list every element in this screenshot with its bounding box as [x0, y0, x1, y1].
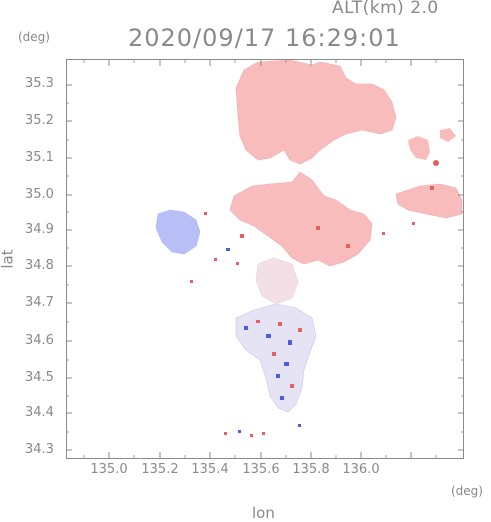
y-unit-label: (deg)	[18, 30, 50, 44]
x-tick-label: 135.6	[242, 462, 280, 477]
y-tick-label: 35.2	[25, 113, 54, 128]
echo-speckles	[190, 186, 434, 437]
x-axis-title: lon	[252, 504, 275, 522]
echo-region-central	[229, 171, 373, 267]
echo-region-east	[395, 183, 463, 219]
x-tick-label: 135.8	[292, 462, 330, 477]
echo-regions	[155, 59, 463, 437]
minor-tick-marks	[66, 60, 464, 458]
echo-region-north	[235, 59, 397, 165]
y-tick-label: 35.3	[25, 76, 54, 91]
echo-region-east-north	[408, 136, 430, 160]
echo-region-south	[235, 303, 317, 413]
y-tick-label: 34.3	[25, 442, 54, 457]
altitude-label: ALT(km) 2.0	[332, 0, 439, 18]
x-tick-label: 135.2	[141, 462, 179, 477]
timestamp-label: 2020/09/17 16:29:01	[128, 24, 401, 52]
y-tick-label: 35.1	[25, 150, 54, 165]
y-tick-label: 34.6	[25, 333, 54, 348]
y-tick-label: 34.8	[25, 258, 54, 273]
y-tick-label: 34.5	[25, 370, 54, 385]
echo-speck	[433, 160, 439, 166]
y-tick-label: 34.7	[25, 295, 54, 310]
plot-frame	[66, 59, 464, 459]
echo-region-east-north2	[440, 128, 456, 142]
echo-region-west	[155, 209, 201, 255]
x-tick-label: 136.0	[342, 462, 380, 477]
x-unit-label: (deg)	[451, 484, 483, 498]
y-tick-label: 34.4	[25, 405, 54, 420]
tick-marks	[66, 60, 464, 458]
x-tick-label: 135.0	[90, 462, 128, 477]
echo-region-south-neck	[255, 257, 299, 305]
y-tick-label: 35.0	[25, 187, 54, 202]
y-tick-label: 34.9	[25, 222, 54, 237]
x-tick-label: 135.4	[191, 462, 229, 477]
